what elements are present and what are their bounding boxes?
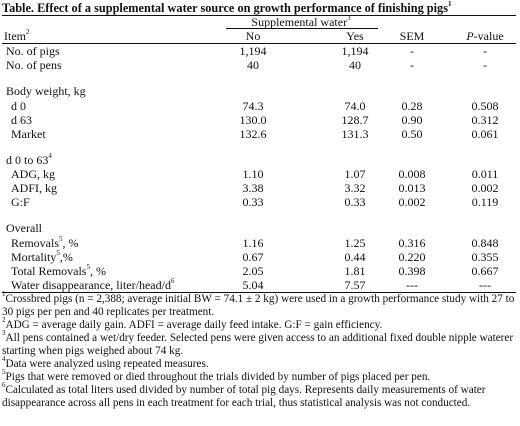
footnote-6: 6Calculated as total liters used divided… (2, 381, 486, 409)
cell-d0-p: 0.508 (471, 99, 499, 113)
top-rule (2, 15, 516, 17)
cell-no-pigs-yes: 1,194 (341, 44, 369, 58)
cell-gf-no: 0.33 (242, 195, 264, 209)
cell-market-p: 0.061 (471, 127, 499, 141)
cell-total-removals-p: 0.667 (471, 264, 499, 278)
cell-water-no: 5.04 (242, 278, 264, 292)
cell-total-removals-yes: 1.81 (344, 264, 366, 278)
cell-no-pigs-sem: - (410, 44, 414, 58)
cell-market-no: 132.6 (239, 127, 267, 141)
cell-adfi-no: 3.38 (242, 181, 264, 195)
row-label-d63: d 63 (11, 113, 32, 127)
cell-removals-sem: 0.316 (398, 236, 426, 250)
row-label-water-disappearance: Water disappearance, liter/head/d6 (11, 277, 175, 293)
title-footnote-mark: 1 (447, 0, 452, 8)
cell-d0-sem: 0.28 (401, 99, 423, 113)
cell-gf-sem: 0.002 (398, 195, 426, 209)
cell-no-pigs-p: - (483, 44, 487, 58)
yes-header: Yes (346, 29, 364, 43)
section-d0-to-63: d 0 to 634 (6, 152, 52, 168)
cell-no-pens-yes: 40 (349, 58, 361, 72)
cell-removals-yes: 1.25 (344, 236, 366, 250)
footnote-2: 2ADG = average daily gain. ADFI = averag… (2, 316, 383, 331)
row-label-adg: ADG, kg (11, 167, 55, 181)
cell-no-pens-no: 40 (247, 58, 259, 72)
cell-total-removals-no: 2.05 (242, 264, 264, 278)
cell-gf-yes: 0.33 (344, 195, 366, 209)
cell-adg-p: 0.011 (471, 167, 499, 181)
cell-d0-yes: 74.0 (344, 99, 366, 113)
section-body-weight: Body weight, kg (6, 84, 86, 98)
row-label-mortality: Mortality5,% (11, 249, 73, 265)
cell-d63-p: 0.312 (471, 113, 499, 127)
cell-removals-p: 0.848 (471, 236, 499, 250)
supplemental-water-header: Supplemental water3 (251, 14, 351, 30)
row-label-no-pens: No. of pens (6, 58, 62, 72)
cell-market-yes: 131.3 (341, 127, 369, 141)
cell-adfi-yes: 3.32 (344, 181, 366, 195)
cell-total-removals-sem: 0.398 (398, 264, 426, 278)
footnote-3: 3All pens contained a wet/dry feeder. Se… (2, 329, 514, 357)
cell-water-yes: 7.57 (344, 278, 366, 292)
cell-d63-no: 130.0 (239, 113, 267, 127)
section-overall: Overall (6, 221, 42, 235)
cell-water-sem: --- (406, 278, 418, 292)
item-header: Item2 (4, 28, 30, 44)
cell-no-pigs-no: 1,194 (239, 44, 267, 58)
cell-mortality-no: 0.67 (242, 250, 264, 264)
row-label-no-pigs: No. of pigs (6, 44, 60, 58)
footnote-5: 5Pigs that were removed or died througho… (2, 368, 431, 383)
cell-adg-yes: 1.07 (344, 167, 366, 181)
row-label-d0: d 0 (11, 99, 26, 113)
row-label-total-removals: Total Removals5, % (11, 263, 106, 279)
cell-mortality-sem: 0.220 (398, 250, 426, 264)
cell-water-p: --- (479, 278, 491, 292)
table-title: Table. Effect of a supplemental water so… (2, 0, 452, 15)
cell-d0-no: 74.3 (242, 99, 264, 113)
cell-market-sem: 0.50 (401, 127, 423, 141)
row-label-adfi: ADFI, kg (11, 181, 58, 195)
cell-d63-sem: 0.90 (401, 113, 423, 127)
cell-no-pens-sem: - (410, 58, 414, 72)
cell-no-pens-p: - (483, 58, 487, 72)
footnote-4: 4Data were analyzed using repeated measu… (2, 355, 209, 370)
supplemental-water-header-rule (226, 28, 378, 29)
cell-mortality-yes: 0.44 (344, 250, 366, 264)
cell-removals-no: 1.16 (242, 236, 264, 250)
cell-gf-p: 0.119 (471, 195, 499, 209)
cell-d63-yes: 128.7 (341, 113, 369, 127)
cell-mortality-p: 0.355 (471, 250, 499, 264)
row-label-removals: Removals5, % (11, 235, 79, 251)
cell-adfi-sem: 0.013 (398, 181, 426, 195)
p-value-header: P-value (466, 29, 504, 43)
row-label-gf: G:F (11, 195, 30, 209)
sem-header: SEM (399, 29, 425, 43)
bottom-rule (2, 292, 516, 294)
cell-adfi-p: 0.002 (471, 181, 499, 195)
header-rule (2, 43, 516, 45)
row-label-market: Market (11, 127, 46, 141)
footnote-1: 1Crossbred pigs (n = 2,388; average init… (2, 290, 515, 318)
cell-adg-sem: 0.008 (398, 167, 426, 181)
no-header: No (245, 29, 261, 43)
cell-adg-no: 1.10 (242, 167, 264, 181)
